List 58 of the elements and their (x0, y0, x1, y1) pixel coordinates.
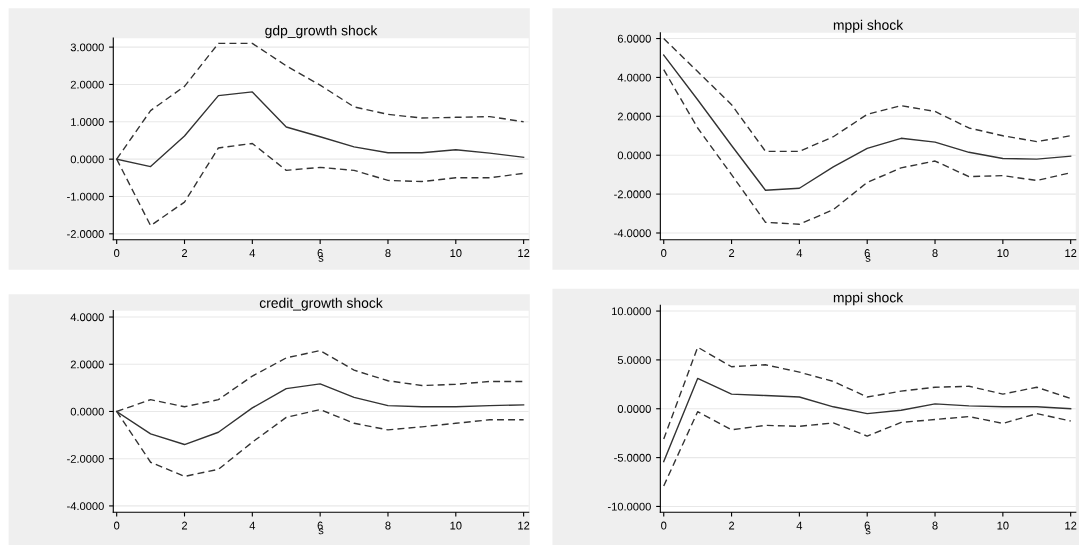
x-tick-label: 2 (729, 521, 735, 530)
x-tick-label: 2 (729, 249, 735, 257)
chart-title: mppi shock (833, 292, 904, 306)
x-tick-label: 12 (518, 249, 530, 257)
y-tick-label: 2.0000 (70, 360, 104, 369)
x-axis-title: s (318, 528, 324, 535)
y-tick-label: 6.0000 (617, 34, 651, 43)
y-tick-label: 0.0000 (617, 151, 651, 160)
x-tick-label: 8 (932, 249, 938, 257)
x-tick-label: 8 (385, 521, 391, 530)
x-tick-label: 4 (249, 249, 256, 257)
x-tick-label: 12 (518, 521, 530, 530)
y-tick-label: 4.0000 (617, 73, 651, 82)
x-tick-label: 10 (450, 249, 462, 257)
x-tick-label: 6 (864, 521, 870, 530)
x-tick-label: 0 (661, 249, 667, 257)
y-tick-label: -10.0000 (607, 502, 651, 511)
x-tick-label: 0 (661, 521, 667, 530)
y-tick-label: 0.0000 (70, 407, 104, 416)
y-tick-label: -2.0000 (614, 190, 651, 199)
x-tick-label: 4 (796, 249, 803, 257)
chart-title: mppi shock (833, 19, 904, 33)
x-tick-label: 10 (450, 521, 462, 530)
x-tick-label: 6 (317, 521, 323, 530)
x-tick-label: 2 (181, 521, 188, 530)
y-tick-label: -2.0000 (67, 454, 104, 463)
x-tick-label: 2 (181, 249, 188, 257)
y-tick-label: -2.0000 (67, 230, 104, 238)
x-axis-title: s (318, 255, 324, 262)
y-tick-label: -4.0000 (614, 229, 651, 238)
x-tick-label: 0 (114, 521, 120, 530)
x-tick-label: 6 (317, 249, 323, 257)
y-tick-label: 4.0000 (70, 313, 104, 322)
x-axis-title: s (865, 255, 871, 262)
y-tick-label: 2.0000 (617, 112, 651, 121)
x-tick-label: 10 (997, 521, 1009, 530)
x-tick-label: 8 (932, 521, 938, 530)
x-tick-label: 12 (1065, 249, 1077, 257)
y-tick-label: 5.0000 (617, 356, 651, 365)
x-tick-label: 4 (249, 521, 256, 530)
chart-title: gdp_growth shock (265, 25, 378, 39)
x-tick-label: 4 (796, 521, 803, 530)
x-tick-label: 8 (385, 249, 391, 257)
y-tick-label: 1.0000 (71, 118, 104, 126)
x-tick-label: 10 (997, 249, 1009, 257)
y-tick-label: 0.0000 (70, 155, 104, 164)
x-tick-label: 12 (1065, 521, 1077, 530)
y-tick-label: 0.0000 (617, 405, 651, 413)
y-tick-label: -1.0000 (67, 192, 104, 201)
y-tick-label: 2.0000 (70, 80, 104, 89)
x-tick-label: 0 (114, 249, 120, 257)
chart-title: credit_growth shock (259, 297, 383, 311)
y-tick-label: 10.0000 (612, 307, 651, 316)
y-tick-label: -5.0000 (614, 453, 651, 462)
y-tick-label: 3.0000 (70, 43, 104, 52)
x-axis-title: s (865, 528, 871, 535)
x-tick-label: 6 (864, 249, 870, 257)
y-tick-label: -4.0000 (67, 502, 104, 511)
